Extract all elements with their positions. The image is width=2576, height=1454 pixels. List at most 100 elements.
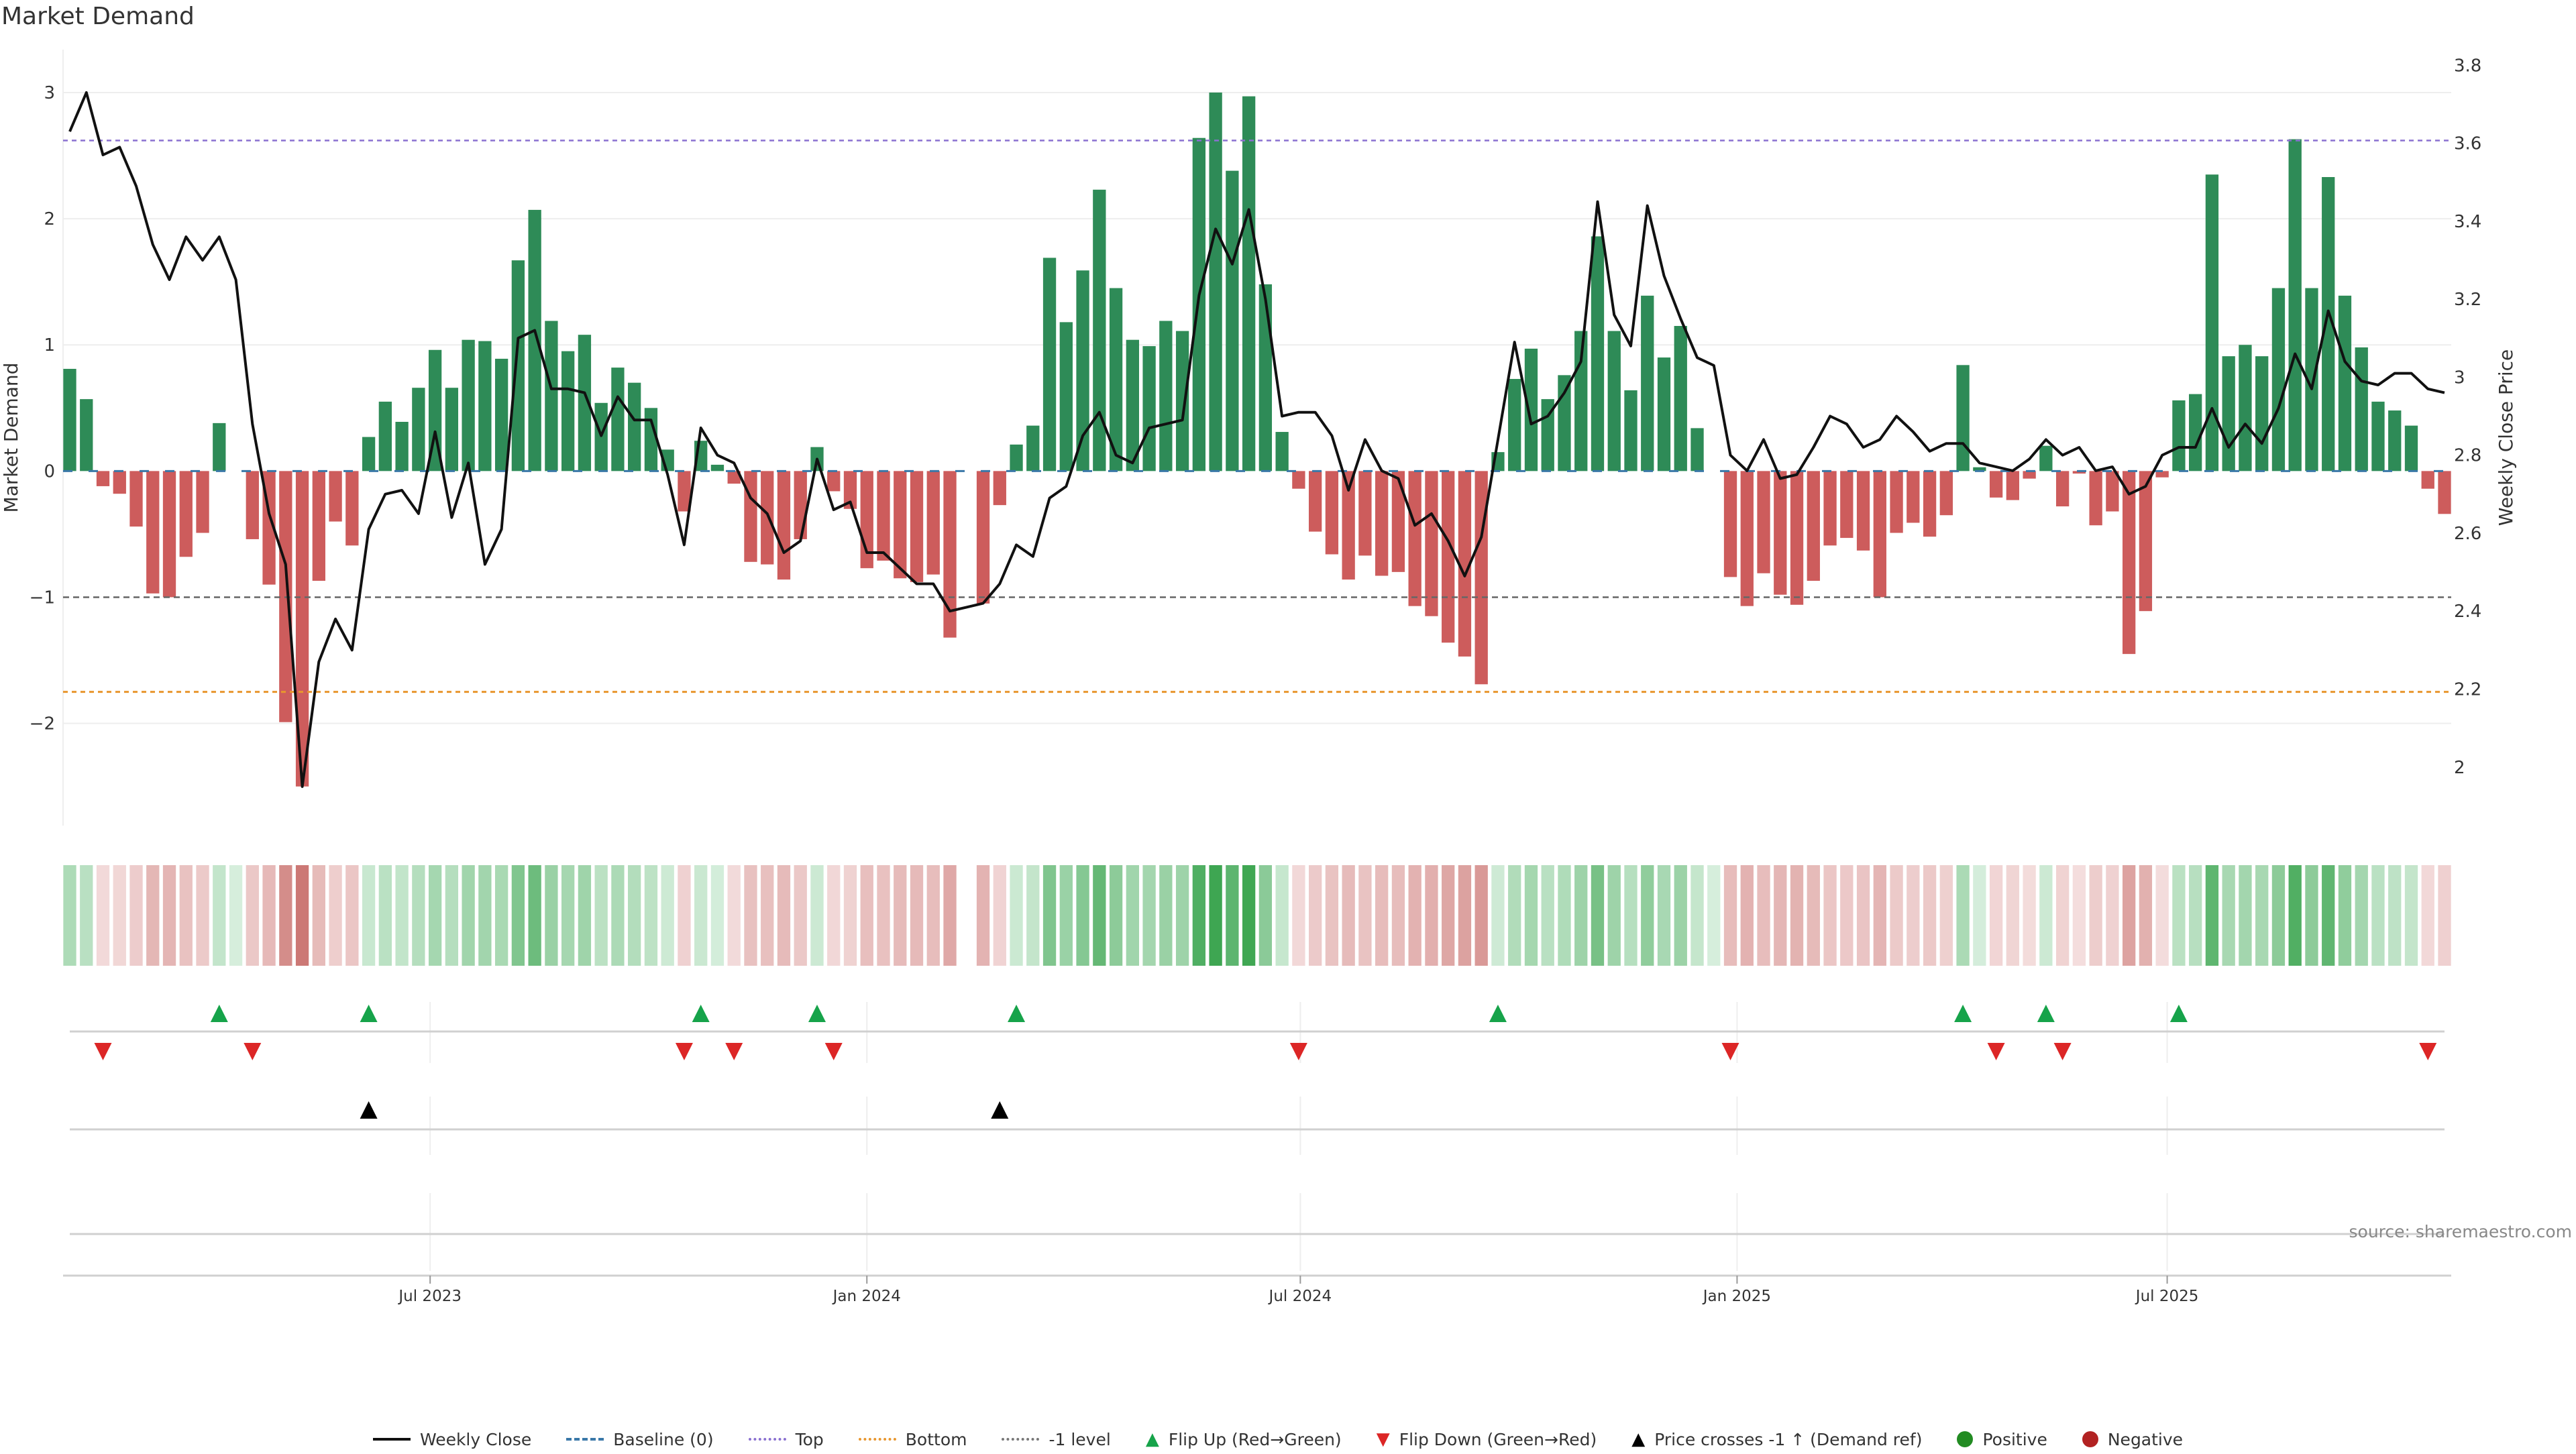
heat-cell <box>1375 865 1389 966</box>
flip-down-marker <box>824 1043 843 1060</box>
price-cross-marker <box>360 1101 378 1119</box>
price-cross-marker <box>991 1101 1009 1119</box>
legend-label: Flip Up (Red→Green) <box>1168 1429 1342 1449</box>
demand-bar <box>1375 471 1389 576</box>
demand-bar <box>2039 445 2053 471</box>
heat-cell <box>2205 865 2219 966</box>
heat-cell <box>2239 865 2252 966</box>
legend-item[interactable]: Weekly Close <box>372 1429 532 1449</box>
demand-bar <box>1591 236 1605 471</box>
heat-cell <box>761 865 774 966</box>
heat-cell <box>2404 865 2418 966</box>
heat-cell <box>1292 865 1305 966</box>
heat-cell <box>976 865 990 966</box>
heat-cell <box>229 865 243 966</box>
demand-bar <box>2072 471 2086 474</box>
demand-bar <box>1939 471 1953 516</box>
heat-cell <box>894 865 907 966</box>
demand-bar <box>478 341 492 471</box>
y-tick-label: 2 <box>44 209 55 229</box>
demand-bar <box>1907 471 1920 523</box>
heat-cell <box>1442 865 1455 966</box>
demand-bar <box>412 388 425 471</box>
heat-cell <box>2139 865 2153 966</box>
demand-bar <box>993 471 1006 506</box>
heat-cell <box>1641 865 1654 966</box>
demand-bar <box>1956 365 1970 471</box>
demand-bar <box>2338 295 2352 471</box>
heat-cell <box>345 865 359 966</box>
demand-bar <box>329 471 342 522</box>
heat-cell <box>1890 865 1903 966</box>
circle-icon <box>1957 1431 1974 1447</box>
y-tick-label: −2 <box>30 714 55 734</box>
heat-cell <box>1757 865 1770 966</box>
heat-cell <box>926 865 940 966</box>
heat-cell <box>2089 865 2102 966</box>
legend-item[interactable]: Bottom <box>858 1430 967 1449</box>
demand-bar <box>462 339 475 471</box>
dotted-swatch-icon <box>1002 1438 1040 1441</box>
y2-tick-label: 3.8 <box>2454 56 2481 76</box>
demand-bar <box>894 471 907 579</box>
heat-cell <box>1308 865 1322 966</box>
heat-cell <box>2189 865 2202 966</box>
demand-bar <box>1126 339 1139 471</box>
heat-cell <box>1840 865 1854 966</box>
demand-bar <box>926 471 940 575</box>
legend-item[interactable]: ▼ Flip Down (Green→Red) <box>1377 1430 1597 1449</box>
legend-item[interactable]: -1 level <box>1002 1429 1111 1449</box>
heat-cell <box>1674 865 1687 966</box>
demand-bar <box>2055 471 2070 507</box>
demand-bar <box>1873 471 1886 598</box>
demand-bar <box>1275 432 1289 471</box>
legend-item[interactable]: Negative <box>2082 1430 2183 1449</box>
flip-up-marker <box>692 1005 710 1022</box>
demand-bar <box>827 471 841 492</box>
heat-cell <box>113 865 126 966</box>
legend-label: -1 level <box>1049 1429 1111 1449</box>
heat-cell <box>1109 865 1123 966</box>
demand-bar <box>1010 444 1023 471</box>
demand-bar <box>246 471 259 539</box>
legend-item[interactable]: Baseline (0) <box>566 1430 714 1449</box>
legend-item[interactable]: ▲ Price crosses -1 ↑ (Demand ref) <box>1631 1430 1922 1449</box>
demand-bar <box>1342 471 1355 580</box>
demand-bar <box>2371 401 2385 471</box>
heat-cell <box>744 865 757 966</box>
demand-bar <box>528 209 541 471</box>
legend-item[interactable]: Top <box>748 1430 824 1449</box>
heat-cell <box>1010 865 1023 966</box>
demand-bar <box>877 471 890 561</box>
legend-label: Weekly Close <box>419 1429 532 1449</box>
heat-cell <box>511 865 525 966</box>
heat-cell <box>694 865 708 966</box>
demand-bar <box>1641 295 1654 471</box>
heat-cell <box>2222 865 2235 966</box>
demand-bar <box>1408 471 1421 606</box>
heat-cell <box>2072 865 2086 966</box>
heat-cell <box>1508 865 1521 966</box>
demand-bar <box>80 399 93 471</box>
legend-item[interactable]: Positive <box>1957 1430 2047 1449</box>
legend-label: Flip Down (Green→Red) <box>1399 1429 1597 1449</box>
heat-cell <box>213 865 226 966</box>
heat-cell <box>1391 865 1405 966</box>
heat-cell <box>1358 865 1372 966</box>
demand-bar <box>2421 471 2434 489</box>
demand-bar <box>561 351 575 471</box>
heat-cell <box>1524 865 1538 966</box>
heat-cell <box>2288 865 2302 966</box>
demand-bar <box>2255 356 2269 471</box>
dotted-swatch-icon <box>748 1438 786 1441</box>
demand-bar <box>1508 379 1521 471</box>
heat-cell <box>246 865 259 966</box>
demand-bar <box>1325 471 1339 555</box>
demand-bar <box>63 368 76 471</box>
legend-item[interactable]: ▲ Flip Up (Red→Green) <box>1146 1430 1342 1449</box>
demand-bar <box>2155 471 2169 478</box>
heat-cell <box>1989 865 2003 966</box>
circle-icon <box>2082 1431 2098 1447</box>
flip-down-marker <box>94 1043 112 1060</box>
